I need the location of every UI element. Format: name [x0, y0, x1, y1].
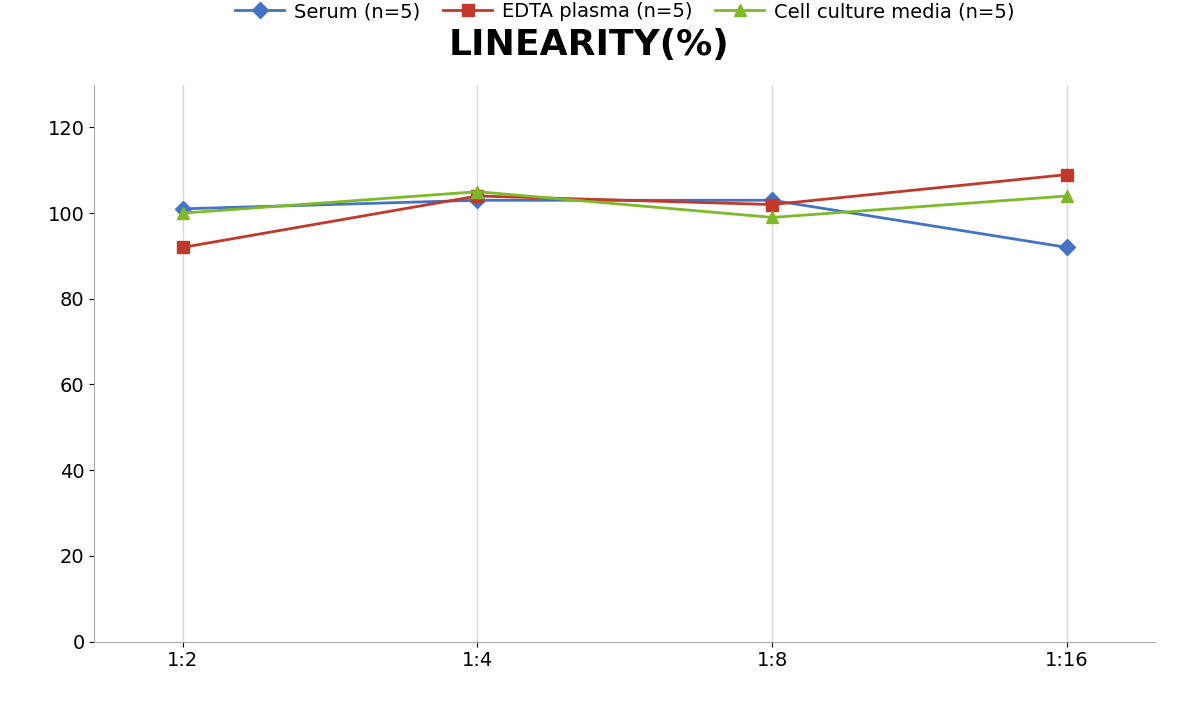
Cell culture media (n=5)	[765, 213, 779, 221]
Cell culture media (n=5)	[470, 188, 485, 196]
Serum (n=5)	[470, 196, 485, 204]
Serum (n=5)	[176, 204, 190, 213]
Line: Cell culture media (n=5): Cell culture media (n=5)	[177, 186, 1073, 223]
EDTA plasma (n=5)	[470, 192, 485, 200]
Serum (n=5)	[1060, 243, 1074, 252]
Line: EDTA plasma (n=5): EDTA plasma (n=5)	[177, 169, 1073, 253]
EDTA plasma (n=5)	[176, 243, 190, 252]
Text: LINEARITY(%): LINEARITY(%)	[449, 28, 730, 62]
Cell culture media (n=5)	[176, 209, 190, 217]
Cell culture media (n=5)	[1060, 192, 1074, 200]
EDTA plasma (n=5)	[1060, 171, 1074, 179]
Line: Serum (n=5): Serum (n=5)	[177, 195, 1073, 253]
Serum (n=5)	[765, 196, 779, 204]
Legend: Serum (n=5), EDTA plasma (n=5), Cell culture media (n=5): Serum (n=5), EDTA plasma (n=5), Cell cul…	[228, 0, 1022, 29]
EDTA plasma (n=5)	[765, 200, 779, 209]
